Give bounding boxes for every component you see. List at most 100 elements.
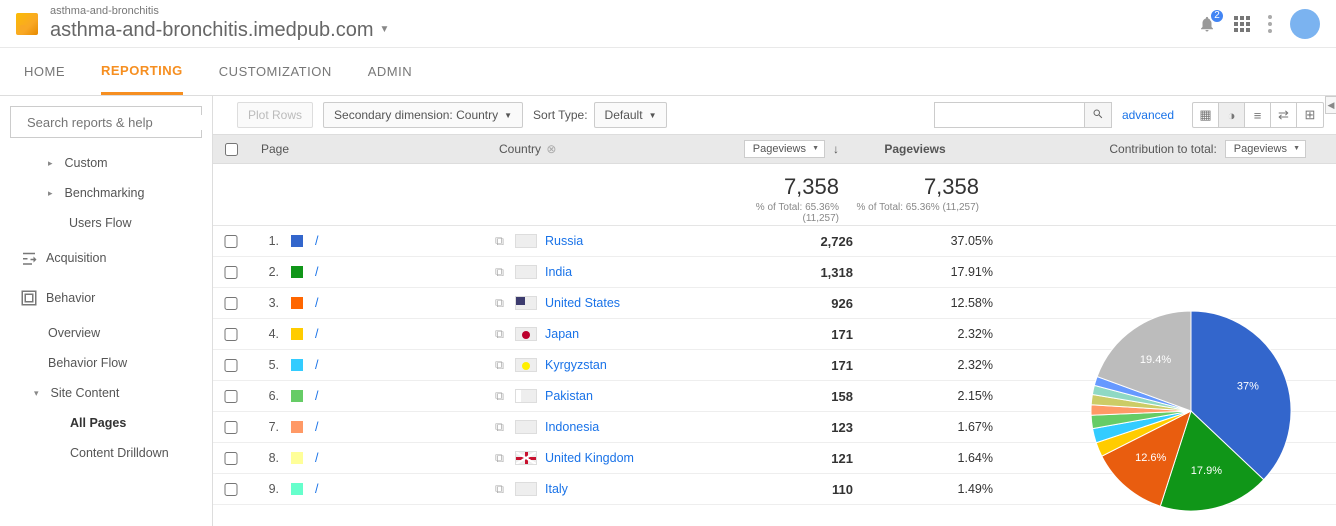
row-checkbox[interactable] [213,235,249,248]
search-reports[interactable] [10,106,202,138]
sidebar-item-all-pages[interactable]: All Pages [0,408,212,438]
col-pageviews[interactable]: Pageviews [849,142,981,156]
country-link[interactable]: Japan [545,327,733,341]
row-checkbox[interactable] [213,452,249,465]
page-link[interactable]: / [315,296,495,310]
row-swatch [291,390,303,402]
row-checkbox[interactable] [213,359,249,372]
col-page[interactable]: Page [249,142,499,156]
country-link[interactable]: Italy [545,482,733,496]
behavior-icon [20,289,38,307]
title-block[interactable]: asthma-and-bronchitis asthma-and-bronchi… [50,5,1198,42]
country-link[interactable]: India [545,265,733,279]
pageviews-percent: 1.67% [863,420,995,434]
sidebar-item-content-drilldown[interactable]: Content Drilldown [0,438,212,468]
contribution-dropdown[interactable]: Pageviews [1225,140,1306,158]
row-checkbox[interactable] [213,297,249,310]
tab-reporting[interactable]: REPORTING [101,48,183,95]
open-link-icon[interactable]: ⧉ [495,358,515,373]
toolbar: Plot Rows Secondary dimension: Country▼ … [213,96,1336,134]
country-link[interactable]: United States [545,296,733,310]
main-tabs: HOME REPORTING CUSTOMIZATION ADMIN [0,48,1336,96]
page-link[interactable]: / [315,451,495,465]
page-link[interactable]: / [315,389,495,403]
remove-dimension-icon[interactable]: ⊗ [543,142,556,156]
open-link-icon[interactable]: ⧉ [495,451,515,466]
select-all-checkbox[interactable] [225,143,238,156]
table-search-button[interactable] [1084,102,1112,128]
row-swatch [291,235,303,247]
row-swatch [291,266,303,278]
sidebar-item-users-flow[interactable]: Users Flow [0,208,212,238]
country-link[interactable]: United Kingdom [545,451,733,465]
site-name: asthma-and-bronchitis.imedpub.com▼ [50,18,1198,42]
sidebar-item-custom[interactable]: ▸Custom [0,148,212,178]
sidebar-item-benchmarking[interactable]: ▸Benchmarking [0,178,212,208]
row-checkbox[interactable] [213,328,249,341]
page-link[interactable]: / [315,420,495,434]
caret-down-icon: ▼ [380,24,390,36]
total-pv1-sub: % of Total: 65.36% (11,257) [719,202,839,224]
open-link-icon[interactable]: ⧉ [495,420,515,435]
page-link[interactable]: / [315,327,495,341]
notifications-button[interactable]: 2 [1198,15,1216,33]
secondary-dimension-button[interactable]: Secondary dimension: Country▼ [323,102,523,128]
sidebar-item-acquisition[interactable]: Acquisition [0,238,212,278]
plot-rows-button[interactable]: Plot Rows [237,102,313,128]
sidebar-item-site-content[interactable]: ▾Site Content [0,378,212,408]
view-buttons: ▦ ◑ ≡ ⇄ ⊞ [1192,102,1324,128]
more-menu-icon[interactable] [1268,15,1272,33]
table-search-input[interactable] [934,102,1084,128]
tab-customization[interactable]: CUSTOMIZATION [219,48,332,95]
row-index: 6. [249,389,279,403]
open-link-icon[interactable]: ⧉ [495,389,515,404]
row-checkbox[interactable] [213,266,249,279]
view-table-icon[interactable]: ▦ [1193,103,1219,127]
row-checkbox[interactable] [213,421,249,434]
view-pivot-icon[interactable]: ⊞ [1297,103,1323,127]
view-pie-icon[interactable]: ◑ [1219,103,1245,127]
row-checkbox[interactable] [213,390,249,403]
sidebar: ▸Custom ▸Benchmarking Users Flow Acquisi… [0,96,213,526]
open-link-icon[interactable]: ⧉ [495,234,515,249]
country-link[interactable]: Kyrgyzstan [545,358,733,372]
open-link-icon[interactable]: ⧉ [495,265,515,280]
page-link[interactable]: / [315,358,495,372]
content: ◀ Plot Rows Secondary dimension: Country… [213,96,1336,526]
col-pageviews-sort[interactable]: Pageviews ↓ [719,140,849,158]
page-link[interactable]: / [315,265,495,279]
country-link[interactable]: Russia [545,234,733,248]
advanced-link[interactable]: advanced [1122,108,1174,122]
open-link-icon[interactable]: ⧉ [495,327,515,342]
country-link[interactable]: Indonesia [545,420,733,434]
country-link[interactable]: Pakistan [545,389,733,403]
table-row: 2./⧉India1,31817.91% [213,257,1336,288]
view-bar-icon[interactable]: ≡ [1245,103,1271,127]
open-link-icon[interactable]: ⧉ [495,482,515,497]
col-country[interactable]: Country ⊗ [499,142,719,156]
pageviews-percent: 1.49% [863,482,995,496]
row-swatch [291,452,303,464]
page-link[interactable]: / [315,234,495,248]
tab-admin[interactable]: ADMIN [368,48,412,95]
apps-icon[interactable] [1234,16,1250,32]
table-header: Page Country ⊗ Pageviews ↓ Pageviews Con… [213,134,1336,164]
row-swatch [291,359,303,371]
view-compare-icon[interactable]: ⇄ [1271,103,1297,127]
pageviews-percent: 17.91% [863,265,995,279]
open-link-icon[interactable]: ⧉ [495,296,515,311]
tab-home[interactable]: HOME [24,48,65,95]
page-link[interactable]: / [315,482,495,496]
sidebar-item-behavior[interactable]: Behavior [0,278,212,318]
sidebar-item-overview[interactable]: Overview [0,318,212,348]
row-index: 1. [249,234,279,248]
row-checkbox[interactable] [213,483,249,496]
pageviews-dropdown[interactable]: Pageviews [744,140,825,158]
search-input[interactable] [27,115,203,130]
flag-icon [515,265,537,279]
avatar[interactable] [1290,9,1320,39]
pie-label: 17.9% [1191,465,1222,477]
sidebar-item-behavior-flow[interactable]: Behavior Flow [0,348,212,378]
sidebar-collapse-button[interactable]: ◀ [1325,96,1336,114]
sort-type-button[interactable]: Default▼ [594,102,668,128]
